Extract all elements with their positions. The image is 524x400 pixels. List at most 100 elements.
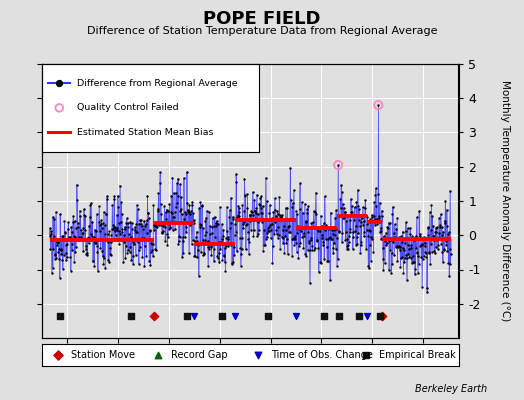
Point (210, 258, 218, 264)
Point (143, 217, 151, 223)
Point (53, 238, 61, 245)
Point (246, 218, 254, 224)
Point (326, 277, 334, 283)
Point (155, 221, 163, 228)
Point (276, 212, 284, 218)
Point (103, 196, 111, 202)
Point (389, 238, 397, 245)
Point (112, 227, 121, 233)
Point (134, 206, 142, 212)
Point (120, 239, 128, 245)
Point (420, 252, 428, 259)
Point (355, 206, 363, 212)
Point (365, 264, 373, 271)
Point (399, 270, 408, 276)
Point (441, 198, 450, 204)
Point (154, 190, 162, 196)
Point (123, 215, 131, 221)
Point (62, 242, 71, 248)
Point (94, 219, 103, 225)
Point (358, 215, 366, 222)
Point (307, 235, 315, 241)
Point (92, 211, 101, 217)
Point (140, 263, 149, 270)
Point (230, 252, 238, 258)
Point (397, 233, 405, 240)
Point (97, 225, 106, 231)
Point (128, 226, 136, 232)
Point (440, 246, 448, 253)
Point (325, 226, 333, 232)
Point (115, 241, 123, 248)
Point (414, 252, 422, 259)
Point (98, 248, 106, 254)
Point (376, 312, 384, 319)
Point (334, 162, 342, 168)
Point (203, 208, 211, 214)
Point (50, 216, 58, 222)
Point (252, 217, 260, 223)
Point (185, 202, 193, 208)
Point (265, 210, 274, 216)
Point (316, 227, 324, 234)
Point (384, 224, 392, 231)
Point (241, 192, 249, 198)
Point (279, 235, 288, 241)
Point (412, 244, 420, 251)
Point (363, 226, 371, 233)
Point (400, 247, 408, 253)
Point (422, 250, 430, 256)
Point (233, 214, 242, 220)
Point (408, 259, 416, 266)
Point (238, 221, 247, 228)
Point (71, 249, 79, 255)
Point (73, 197, 81, 203)
Point (319, 242, 328, 248)
Point (163, 231, 171, 238)
Point (141, 220, 150, 227)
Point (381, 237, 389, 244)
Point (242, 221, 250, 228)
Point (56, 275, 64, 281)
Point (209, 240, 217, 247)
Point (271, 207, 279, 214)
Point (234, 202, 242, 209)
Point (210, 246, 218, 252)
Point (56, 211, 64, 217)
Point (440, 245, 449, 252)
Point (278, 226, 287, 233)
Point (245, 212, 254, 218)
Point (435, 224, 444, 230)
Point (395, 234, 403, 240)
Point (443, 248, 452, 254)
Point (273, 208, 281, 214)
Point (223, 204, 231, 210)
Point (354, 230, 363, 237)
Point (127, 312, 135, 319)
Point (203, 238, 212, 245)
Point (196, 249, 205, 255)
Point (429, 233, 438, 240)
Point (217, 221, 226, 228)
Point (69, 219, 77, 225)
Point (231, 312, 239, 319)
Point (238, 235, 246, 241)
Point (156, 200, 165, 207)
Point (105, 228, 114, 234)
Point (268, 215, 276, 221)
Point (257, 210, 265, 216)
Point (251, 208, 259, 214)
Point (289, 186, 298, 193)
Point (296, 206, 304, 212)
Point (406, 231, 414, 237)
Point (189, 237, 197, 243)
Point (177, 206, 185, 212)
Point (204, 244, 213, 250)
Point (100, 209, 108, 215)
Point (263, 230, 271, 236)
Point (145, 227, 154, 234)
Point (161, 224, 169, 230)
Point (236, 263, 245, 269)
Point (156, 169, 165, 175)
Point (334, 256, 342, 262)
